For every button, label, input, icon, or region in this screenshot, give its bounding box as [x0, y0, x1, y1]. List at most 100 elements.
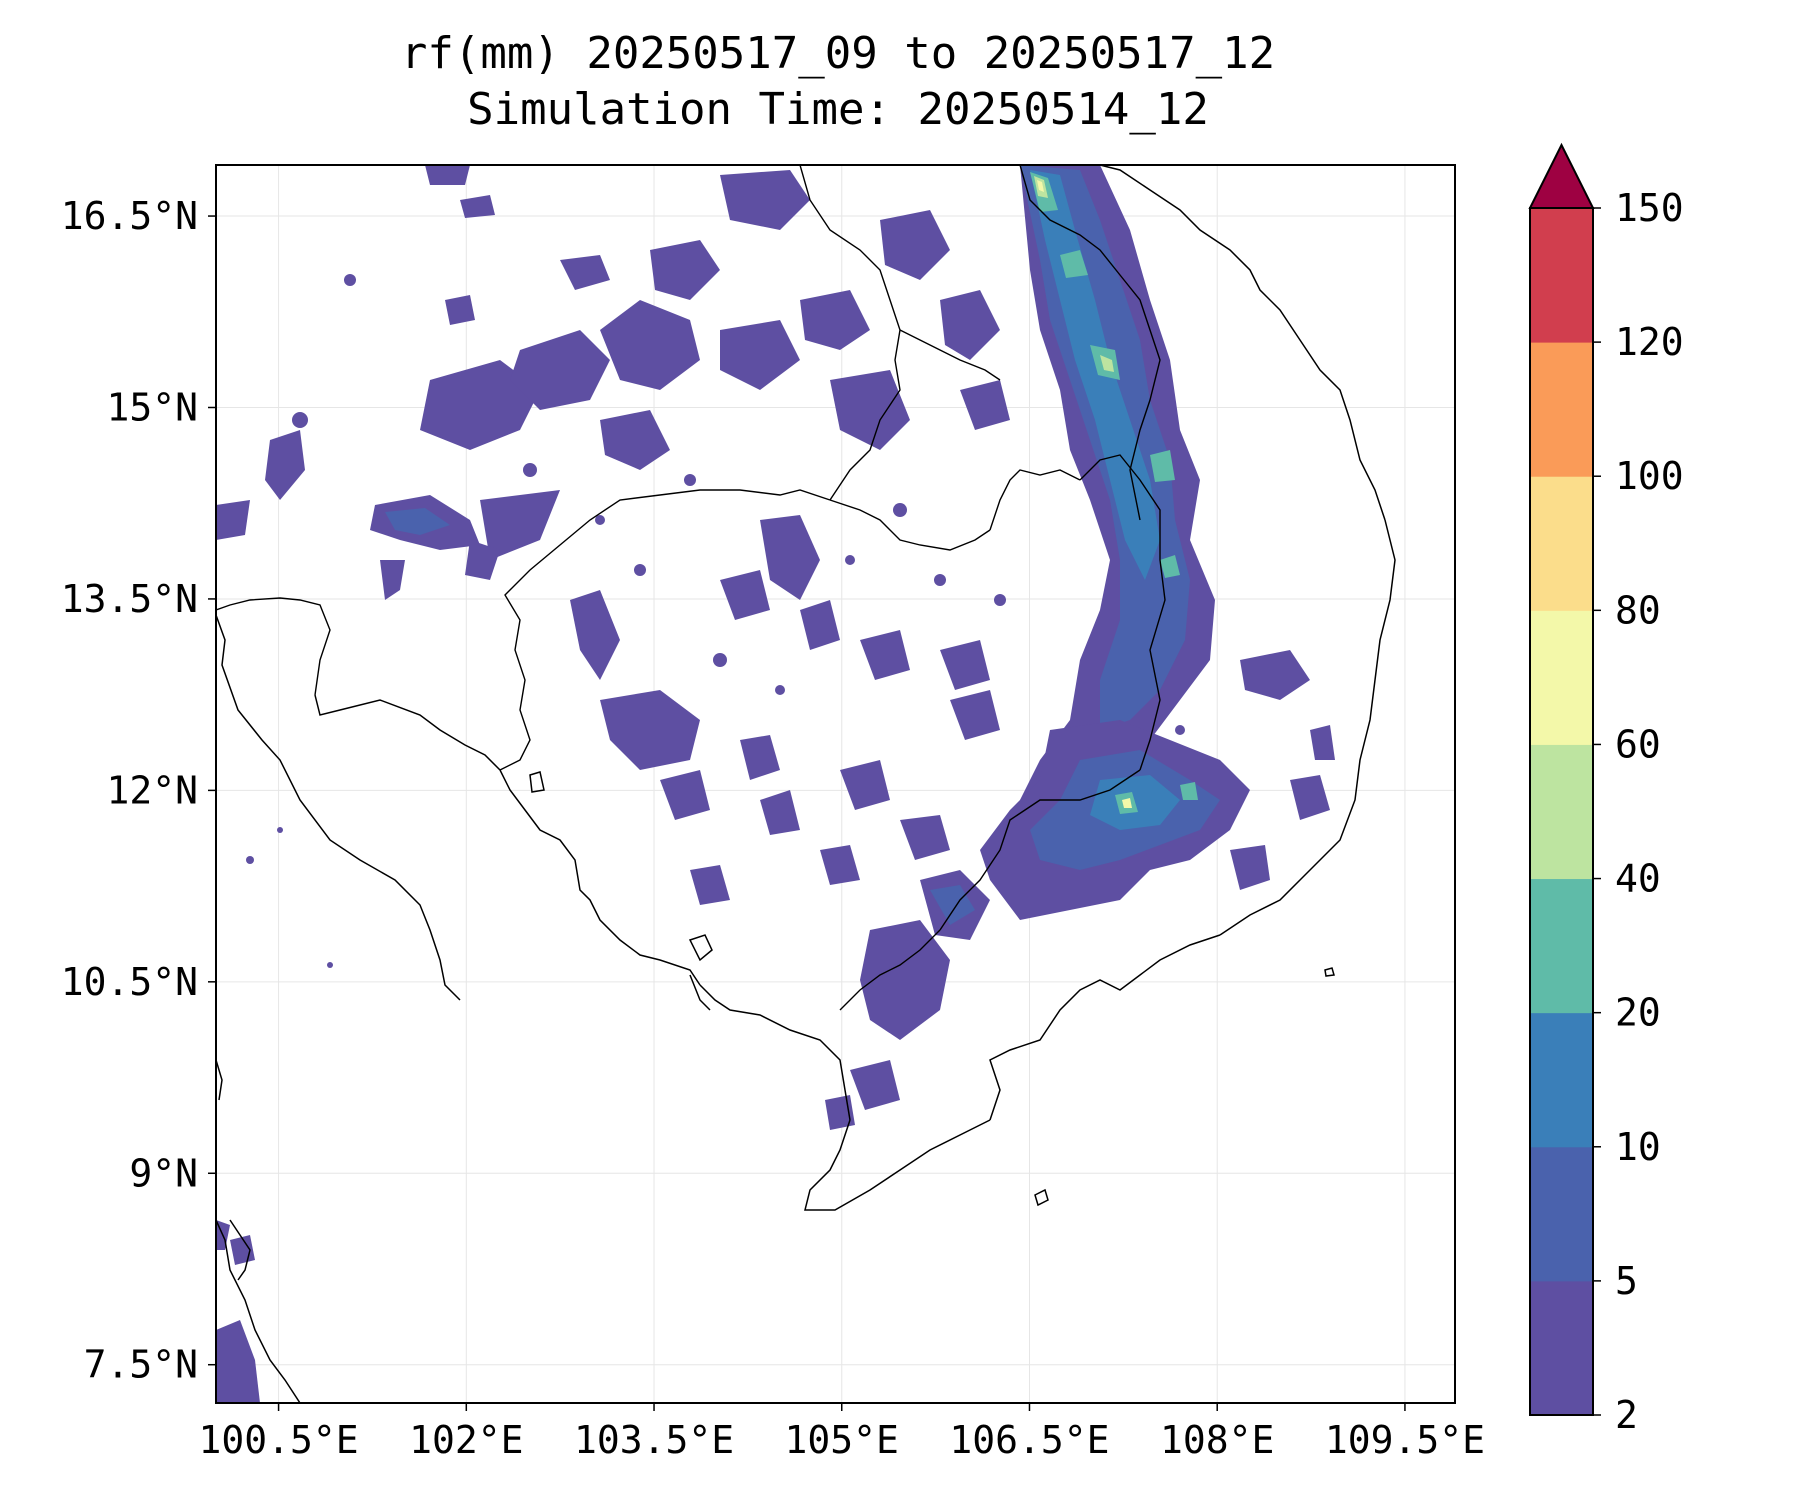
chart-title-line2: Simulation Time: 20250514_12: [467, 84, 1209, 135]
rain-patch: [595, 515, 605, 525]
y-tick-label: 15°N: [106, 385, 198, 429]
rain-patch: [760, 515, 820, 600]
rain-patch: [940, 290, 1000, 360]
colorbar-label: 10: [1615, 1125, 1661, 1169]
rain-patch: [1160, 555, 1180, 578]
x-tick-label: 102°E: [409, 1418, 523, 1462]
rain-patch: [830, 370, 910, 450]
rain-patch: [1230, 845, 1270, 890]
rain-patch: [934, 574, 946, 586]
rain-patch: [460, 195, 495, 218]
coastlines: [216, 165, 1396, 1403]
y-tick-label: 9°N: [129, 1151, 198, 1195]
colorbar-label: 100: [1615, 454, 1684, 498]
rain-patch: [720, 170, 810, 230]
rain-patch: [385, 508, 450, 535]
rain-patch: [380, 560, 405, 600]
rain-patch: [660, 770, 710, 820]
colorbar-swatch: [1530, 1012, 1593, 1148]
y-axis-ticks: 16.5°N 15°N 13.5°N 12°N 10.5°N 9°N 7.5°N: [61, 194, 216, 1387]
rain-patch: [510, 330, 610, 410]
x-tick-label: 103.5°E: [574, 1418, 734, 1462]
x-tick-label: 108°E: [1160, 1418, 1274, 1462]
colorbar-swatches: [1530, 208, 1593, 1416]
rain-patch: [600, 300, 700, 390]
colorbar-swatch: [1530, 342, 1593, 477]
rain-patch: [880, 210, 950, 280]
rain-patch: [570, 590, 620, 680]
y-tick-label: 16.5°N: [61, 194, 198, 238]
rain-patch: [713, 653, 727, 667]
rain-patch: [893, 503, 907, 517]
rain-patch: [950, 690, 1000, 740]
rain-patch: [690, 865, 730, 905]
colorbar: 2 5 10 20 40 60 80 100 120 150: [1528, 142, 1684, 1437]
colorbar-swatch: [1530, 208, 1593, 343]
rain-patch: [850, 1060, 900, 1110]
rain-patch: [1122, 798, 1132, 808]
rain-patch: [900, 815, 950, 860]
country-borders: [216, 165, 1166, 1011]
colorbar-labels: 2 5 10 20 40 60 80 100 120 150: [1593, 186, 1684, 1437]
rain-patch: [940, 640, 990, 690]
x-tick-label: 106.5°E: [949, 1418, 1109, 1462]
map-frame: [215, 164, 1456, 1404]
rain-patch: [1180, 782, 1198, 800]
colorbar-label: 20: [1615, 991, 1661, 1035]
rain-patch: [420, 360, 540, 450]
rain-patch: [523, 463, 537, 477]
rain-patch: [720, 320, 800, 390]
colorbar-label: 150: [1615, 186, 1684, 230]
rain-patch: [327, 962, 333, 968]
rain-patch: [775, 685, 785, 695]
colorbar-label: 60: [1615, 722, 1661, 766]
rain-patch: [600, 690, 700, 770]
rain-patch: [425, 165, 470, 185]
colorbar-frame: [1529, 207, 1594, 1416]
rain-patch: [292, 412, 308, 428]
colorbar-label: 40: [1615, 857, 1661, 901]
colorbar-swatch: [1530, 744, 1593, 880]
rain-patch: [825, 1095, 855, 1130]
rain-patch: [445, 295, 475, 325]
map-area[interactable]: [215, 164, 1456, 1404]
rain-patch: [845, 555, 855, 565]
rainfall-field: [216, 165, 1335, 1403]
rain-patch: [720, 570, 770, 620]
colorbar-swatch: [1530, 1146, 1593, 1282]
rain-patch: [1060, 250, 1088, 278]
y-tick-label: 12°N: [106, 768, 198, 812]
rain-patch: [684, 474, 696, 486]
rain-patch: [840, 760, 890, 810]
rain-patch: [277, 827, 283, 833]
y-tick-label: 7.5°N: [84, 1343, 198, 1387]
y-tick-label: 13.5°N: [61, 577, 198, 621]
rain-patch: [480, 490, 560, 560]
colorbar-label: 80: [1615, 588, 1661, 632]
x-tick-label: 105°E: [785, 1418, 899, 1462]
colorbar-label: 5: [1615, 1259, 1638, 1303]
rain-patch: [1175, 725, 1185, 735]
rain-patch: [216, 1320, 260, 1403]
colorbar-swatch: [1530, 476, 1593, 611]
y-tick-label: 10.5°N: [61, 960, 198, 1004]
rain-patch: [860, 630, 910, 680]
rain-patch: [994, 594, 1006, 606]
map-background: [216, 165, 1455, 1403]
rain-patch: [760, 790, 800, 835]
rain-patch: [1030, 170, 1160, 580]
rain-patch: [634, 564, 646, 576]
colorbar-swatch: [1530, 610, 1593, 745]
rain-patch: [560, 255, 610, 290]
rain-patch: [465, 540, 500, 580]
rain-patch: [600, 410, 670, 470]
rain-patch: [1310, 725, 1335, 760]
colorbar-extend-arrow: [1528, 142, 1595, 209]
rain-patch: [800, 290, 870, 350]
rain-patch: [1240, 650, 1310, 700]
rain-patch: [820, 845, 860, 885]
chart-title-line1: rf(mm) 20250517_09 to 20250517_12: [401, 28, 1275, 79]
rain-patch: [344, 274, 356, 286]
rain-patch: [650, 240, 720, 300]
